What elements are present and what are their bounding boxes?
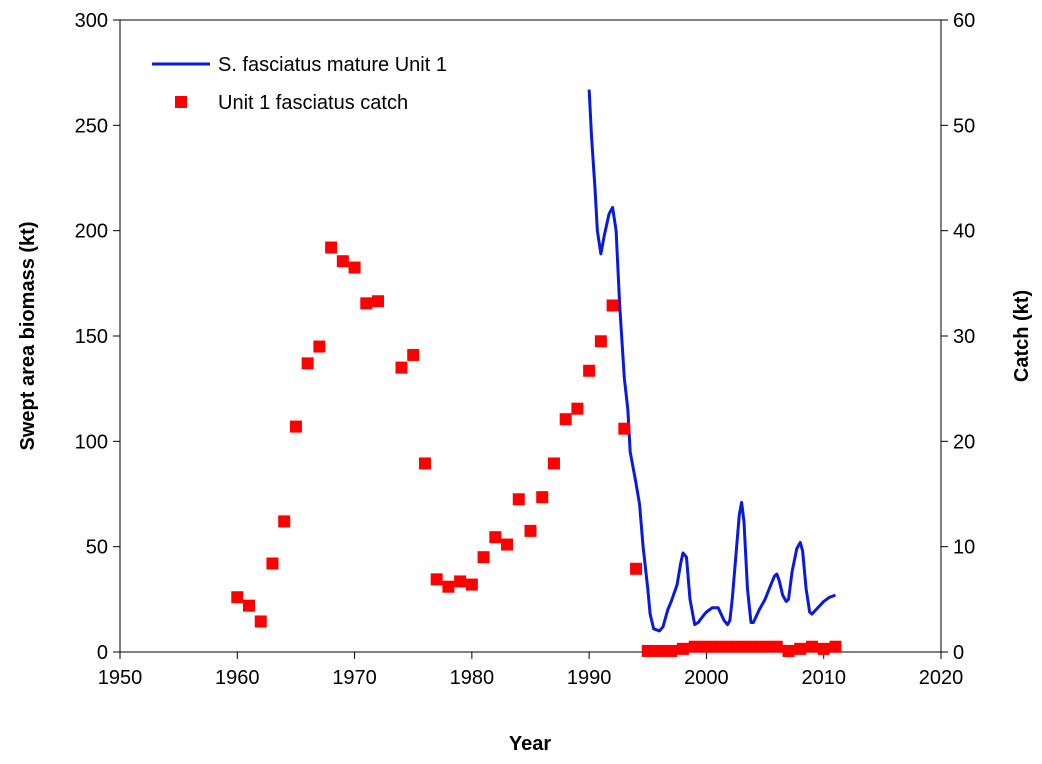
- data-point: [313, 340, 326, 353]
- data-point: [606, 299, 619, 312]
- data-point: [759, 640, 772, 653]
- data-point: [301, 357, 314, 370]
- x-tick-label: 1960: [215, 667, 260, 689]
- data-point: [278, 515, 291, 528]
- data-point: [805, 640, 818, 653]
- data-point: [524, 524, 537, 537]
- data-point: [735, 640, 748, 653]
- y-tick-label: 200: [75, 221, 108, 243]
- data-point: [583, 364, 596, 377]
- y-tick-label: 50: [86, 537, 108, 559]
- data-point: [465, 578, 478, 591]
- data-point: [512, 493, 525, 506]
- data-point: [653, 644, 666, 657]
- data-point: [372, 295, 385, 308]
- data-point: [829, 640, 842, 653]
- data-point: [676, 642, 689, 655]
- data-point: [700, 640, 713, 653]
- y2-tick-label: 20: [953, 431, 975, 453]
- data-point: [770, 640, 783, 653]
- data-point: [641, 644, 654, 657]
- y2-axis-title: Catch (kt): [1011, 290, 1033, 382]
- data-point: [747, 640, 760, 653]
- data-point: [348, 261, 361, 274]
- legend-swatch: [175, 96, 187, 108]
- data-point: [266, 557, 279, 570]
- y-tick-label: 300: [75, 10, 108, 32]
- data-point: [723, 640, 736, 653]
- y-tick-label: 100: [75, 431, 108, 453]
- data-point: [395, 361, 408, 374]
- y2-tick-label: 30: [953, 326, 975, 348]
- data-point: [430, 573, 443, 586]
- data-line: [587, 89, 836, 633]
- y-tick-label: 250: [75, 115, 108, 137]
- x-axis-title: Year: [509, 733, 551, 755]
- data-point: [501, 538, 514, 551]
- data-point: [665, 644, 678, 657]
- data-point: [407, 348, 420, 361]
- data-point: [688, 640, 701, 653]
- data-point: [325, 241, 338, 254]
- x-tick-label: 1980: [450, 667, 495, 689]
- data-point: [630, 562, 643, 575]
- data-point: [442, 580, 455, 593]
- y2-tick-label: 60: [953, 10, 975, 32]
- y2-tick-label: 10: [953, 537, 975, 559]
- y2-tick-label: 40: [953, 221, 975, 243]
- plot-frame: [119, 19, 942, 653]
- data-point: [594, 335, 607, 348]
- data-point: [571, 402, 584, 415]
- x-tick-label: 2000: [684, 667, 729, 689]
- data-point: [418, 457, 431, 470]
- data-point: [254, 615, 267, 628]
- data-point: [477, 551, 490, 564]
- y2-tick-label: 50: [953, 115, 975, 137]
- data-point: [794, 642, 807, 655]
- y-tick-label: 0: [97, 642, 108, 664]
- data-point: [454, 575, 467, 588]
- data-point: [231, 591, 244, 604]
- data-point: [489, 531, 502, 544]
- data-point: [243, 599, 256, 612]
- x-tick-label: 1970: [332, 667, 377, 689]
- x-tick-label: 1990: [567, 667, 612, 689]
- legend-label: Unit 1 fasciatus catch: [218, 92, 408, 114]
- data-point: [817, 642, 830, 655]
- data-point: [289, 420, 302, 433]
- data-point: [547, 457, 560, 470]
- data-point: [559, 413, 572, 426]
- x-tick-label: 2020: [919, 667, 964, 689]
- data-point: [782, 644, 795, 657]
- data-point: [618, 422, 631, 435]
- y2-tick-label: 0: [953, 642, 964, 664]
- data-point: [336, 255, 349, 268]
- y-axis-title: Swept area biomass (kt): [17, 222, 39, 451]
- x-tick-label: 1950: [98, 667, 143, 689]
- x-tick-label: 2010: [801, 667, 846, 689]
- legend-label: S. fasciatus mature Unit 1: [218, 54, 447, 76]
- data-point: [360, 297, 373, 310]
- y-tick-label: 150: [75, 326, 108, 348]
- data-point: [536, 491, 549, 504]
- data-point: [712, 640, 725, 653]
